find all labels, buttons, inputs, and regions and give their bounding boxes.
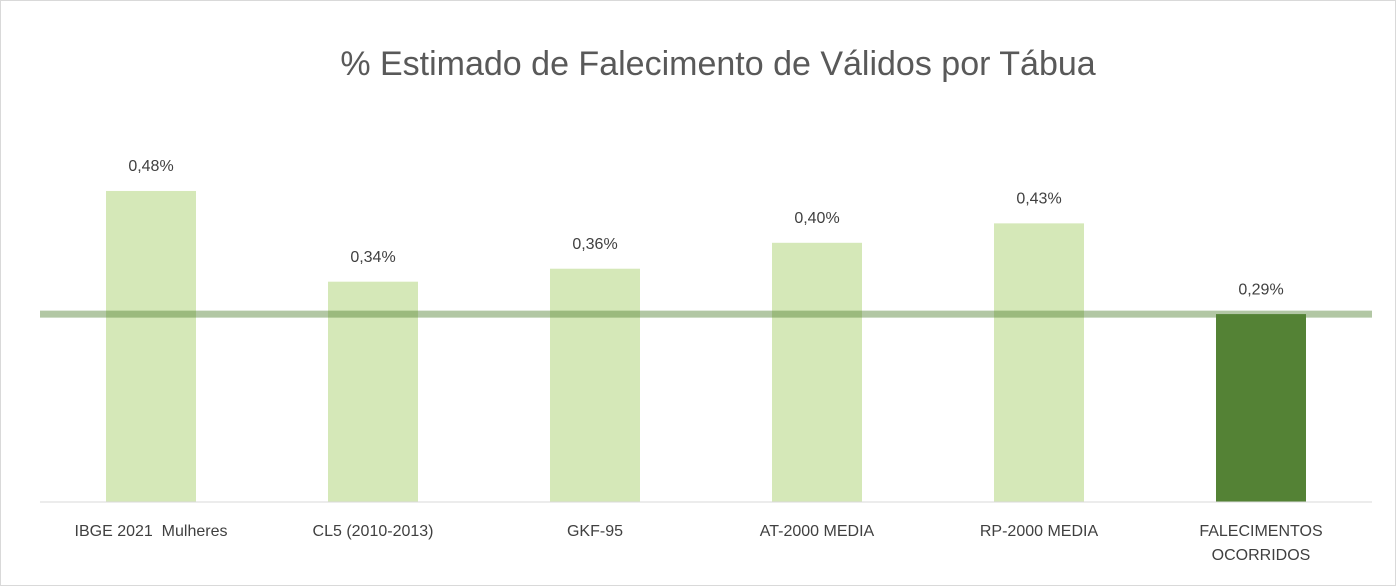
data-label: 0,43% <box>1016 191 1061 208</box>
data-label: 0,34% <box>350 249 395 266</box>
bar <box>328 281 418 502</box>
x-tick-label: RP-2000 MEDIA <box>980 523 1099 540</box>
x-tick-label: FALECIMENTOS OCORRIDOS <box>1199 523 1322 564</box>
bar <box>106 190 196 502</box>
bar <box>772 242 862 503</box>
data-label: 0,40% <box>794 210 839 227</box>
bar <box>1216 314 1306 502</box>
x-tick-label: IBGE 2021 Mulheres <box>75 523 228 540</box>
data-label: 0,36% <box>572 236 617 253</box>
x-tick-label: AT-2000 MEDIA <box>760 523 875 540</box>
chart-title: % Estimado de Falecimento de Válidos por… <box>340 45 1095 83</box>
bar <box>550 268 640 502</box>
x-tick-label: CL5 (2010-2013) <box>313 523 434 540</box>
bar <box>994 223 1084 503</box>
x-tick-label: GKF-95 <box>567 523 623 540</box>
data-label: 0,29% <box>1238 281 1283 298</box>
data-label: 0,48% <box>128 158 173 175</box>
